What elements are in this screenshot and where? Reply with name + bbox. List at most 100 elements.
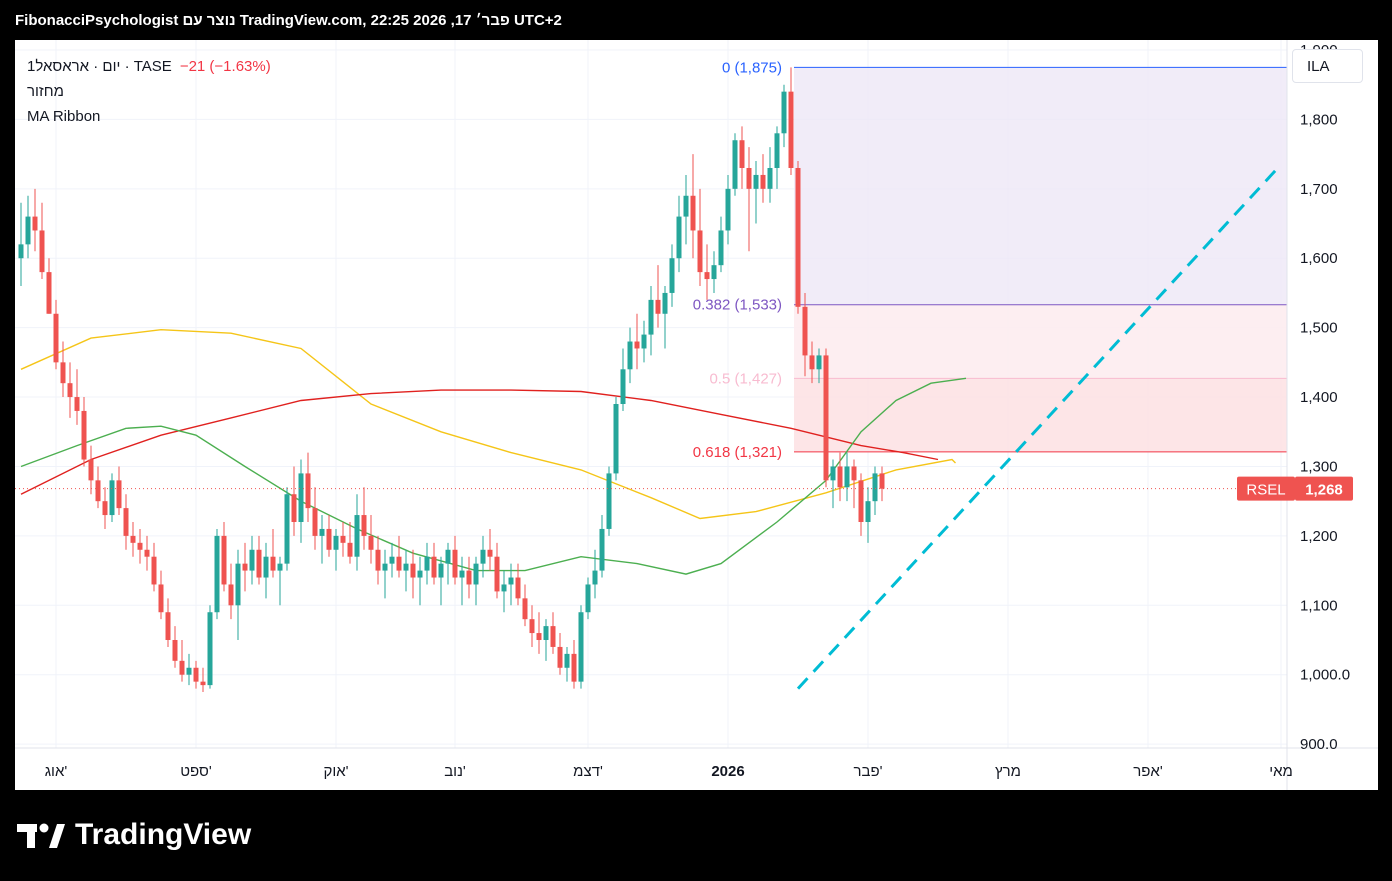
candle <box>739 126 745 189</box>
x-tick-label: נוב' <box>444 763 466 780</box>
legend-symbol-row[interactable]: 1יום · אראסאל · TASE −21 (−1.63%) <box>27 54 271 79</box>
y-tick-label: 1,700 <box>1300 181 1338 198</box>
candle-body <box>179 660 185 675</box>
candle <box>95 466 101 509</box>
candle-body <box>249 549 255 571</box>
candle-body <box>494 556 500 592</box>
x-tick-label: מאי <box>1269 763 1293 780</box>
candle <box>557 633 563 675</box>
candle-body <box>515 577 521 599</box>
candle-body <box>585 584 591 613</box>
y-tick-label: 1,000.0 <box>1300 667 1350 684</box>
candle-body <box>655 299 661 314</box>
currency-button[interactable]: ILA <box>1292 49 1363 83</box>
candle-body <box>571 653 577 682</box>
candle-body <box>340 535 346 543</box>
tradingview-logo-icon <box>17 820 65 850</box>
candle-body <box>767 168 773 189</box>
candle <box>627 327 633 384</box>
y-tick-label: 1,800 <box>1300 111 1338 128</box>
candle <box>613 397 619 481</box>
candle-body <box>81 410 87 460</box>
candle-body <box>823 355 829 481</box>
candle <box>746 147 752 252</box>
candle-body <box>347 542 353 557</box>
candle-body <box>739 140 745 168</box>
x-tick-label: אוג' <box>45 763 68 780</box>
fib-level-label: 0 (1,875) <box>722 59 782 76</box>
legend-volume[interactable]: מחזור <box>27 83 64 100</box>
y-tick-label: 1,400 <box>1300 389 1338 406</box>
tradingview-logo[interactable]: TradingView <box>17 818 251 852</box>
candle-body <box>200 681 206 686</box>
candle <box>690 154 696 259</box>
candle <box>60 341 66 398</box>
candle <box>333 528 339 571</box>
candle-body <box>95 480 101 502</box>
candle <box>795 161 801 314</box>
candle <box>508 563 514 606</box>
candle-body <box>438 563 444 578</box>
candle-body <box>123 508 129 536</box>
candle <box>732 133 738 196</box>
candle <box>830 459 836 509</box>
y-tick-label: 1,600 <box>1300 250 1338 267</box>
candle <box>39 202 45 280</box>
x-tick-label: דצמ' <box>573 763 603 780</box>
fib-zone-0-382 <box>794 67 1287 305</box>
candle <box>284 487 290 571</box>
candle-body <box>193 667 199 682</box>
candle-body <box>403 563 409 571</box>
candle-body <box>711 265 717 280</box>
candle <box>81 397 87 467</box>
candle <box>662 286 668 349</box>
candle <box>256 535 262 585</box>
candle-body <box>732 140 738 189</box>
candle <box>46 258 52 314</box>
candle-body <box>158 584 164 613</box>
candle <box>116 466 122 516</box>
chart-panel[interactable]: 0 (1,875) 0.382 (1,533) 0.5 (1,427) 0.618 (… <box>15 40 1378 790</box>
candle-body <box>354 515 360 557</box>
candle <box>774 126 780 189</box>
candle-body <box>578 612 584 682</box>
candle-body <box>116 480 122 509</box>
candle-body <box>550 626 556 647</box>
candle-body <box>130 535 136 543</box>
candle-body <box>291 494 297 522</box>
candle-body <box>424 556 430 571</box>
candle <box>158 570 164 620</box>
legend-change: −21 (−1.63%) <box>179 58 271 75</box>
candle-body <box>242 563 248 571</box>
candle-body <box>501 584 507 592</box>
candle-body <box>662 292 668 314</box>
candle-body <box>690 195 696 231</box>
candle-body <box>333 535 339 550</box>
candle-body <box>522 598 528 620</box>
candle <box>193 660 199 689</box>
legend-ma-ribbon[interactable]: MA Ribbon <box>27 108 101 125</box>
last-price-label: 1,268 <box>1305 482 1343 499</box>
price-chart[interactable]: 0 (1,875) 0.382 (1,533) 0.5 (1,427) 0.618 (… <box>15 40 1378 790</box>
candle-body <box>53 313 59 363</box>
candle <box>802 292 808 377</box>
candle <box>207 605 213 689</box>
ma-red-line <box>20 389 939 495</box>
candle <box>186 653 192 686</box>
candle-body <box>186 667 192 675</box>
candle <box>263 542 269 599</box>
candle-body <box>74 397 80 411</box>
candle <box>438 556 444 606</box>
candle-body <box>305 473 311 509</box>
candle-body <box>88 459 94 481</box>
candle-body <box>697 230 703 273</box>
candle-body <box>536 633 542 640</box>
candle <box>823 348 829 488</box>
candle-body <box>228 584 234 606</box>
y-tick-label: 1,300 <box>1300 458 1338 475</box>
symbol-tag-label: RSEL <box>1246 482 1285 499</box>
candle <box>123 494 129 550</box>
candle <box>753 161 759 224</box>
fib-level-label: 0.618 (1,321) <box>693 444 782 461</box>
candle-body <box>172 640 178 661</box>
